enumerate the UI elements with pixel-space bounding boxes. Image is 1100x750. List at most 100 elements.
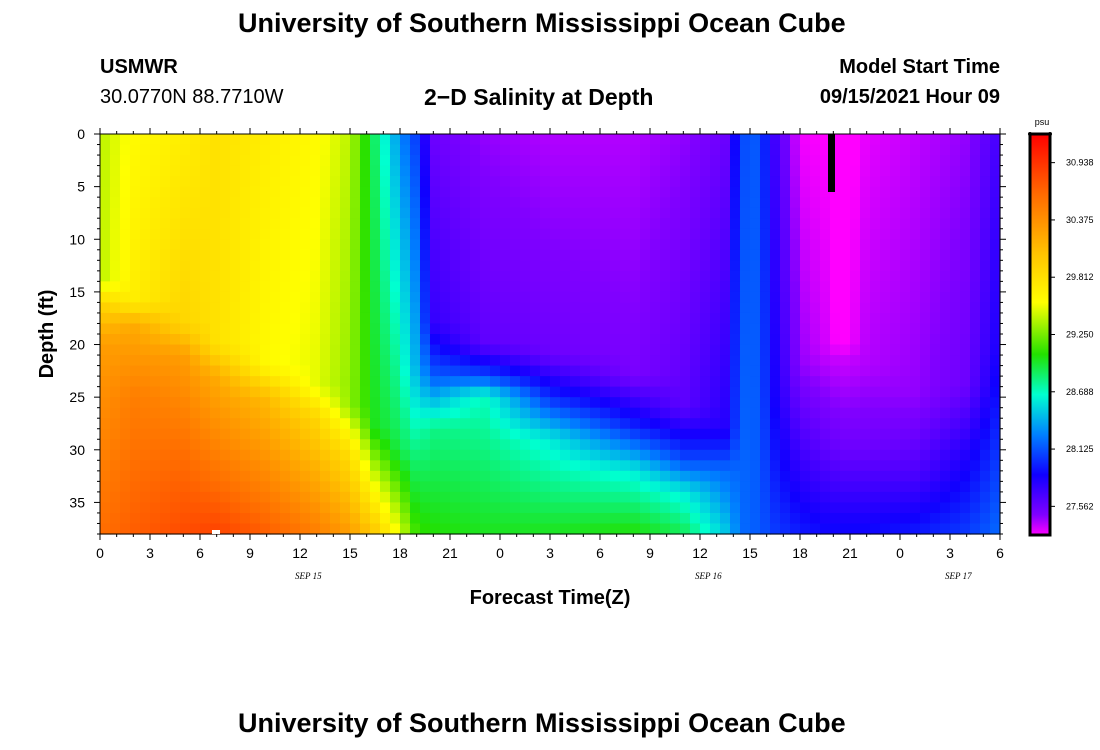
heat-cell: [860, 218, 871, 230]
heat-cell: [560, 134, 571, 146]
heat-cell: [730, 334, 741, 346]
heat-cell: [990, 428, 1001, 440]
heat-cell: [320, 270, 331, 282]
y-tick-label: 0: [77, 126, 85, 142]
heat-cell: [650, 312, 661, 325]
heat-cell: [510, 512, 521, 525]
heat-cell: [950, 439, 961, 451]
heat-cell: [990, 502, 1001, 514]
heat-cell: [330, 134, 341, 146]
heat-cell: [500, 165, 511, 177]
heat-cell: [220, 481, 231, 493]
heat-cell: [180, 323, 191, 335]
heat-cell: [260, 218, 271, 230]
heat-cell: [320, 176, 331, 188]
heat-cell: [440, 523, 451, 535]
heat-cell: [150, 481, 161, 493]
heat-cell: [220, 397, 231, 409]
heat-cell: [930, 407, 941, 419]
heat-cell: [120, 312, 131, 325]
heat-cell: [480, 270, 491, 282]
heat-cell: [690, 144, 701, 156]
heat-cell: [830, 386, 841, 398]
heat-cell: [380, 302, 391, 314]
heat-cell: [300, 270, 311, 282]
heat-cell: [550, 428, 561, 440]
heat-cell: [860, 449, 871, 461]
heat-cell: [910, 144, 921, 156]
heat-cell: [400, 197, 411, 209]
heat-cell: [420, 144, 431, 156]
heat-cell: [320, 460, 331, 472]
heat-cell: [630, 260, 641, 272]
heat-cell: [800, 197, 811, 209]
heat-cell: [230, 407, 241, 419]
heat-cell: [470, 512, 481, 525]
heat-cell: [860, 334, 871, 346]
heat-cell: [840, 249, 851, 261]
heat-cell: [840, 218, 851, 230]
heat-cell: [550, 344, 561, 356]
heat-cell: [440, 270, 451, 282]
heat-cell: [670, 512, 681, 525]
heat-cell: [510, 176, 521, 188]
heat-cell: [780, 502, 791, 514]
heat-cell: [390, 523, 401, 535]
heat-cell: [800, 407, 811, 419]
heat-cell: [150, 155, 161, 167]
heat-cell: [500, 334, 511, 346]
heat-cell: [760, 176, 771, 188]
heat-cell: [430, 207, 441, 219]
heat-cell: [970, 270, 981, 282]
heat-cell: [960, 334, 971, 346]
heat-cell: [910, 134, 921, 146]
heat-cell: [200, 302, 211, 314]
heat-cell: [360, 249, 371, 261]
heat-cell: [370, 512, 381, 525]
heat-cell: [860, 176, 871, 188]
heat-cell: [390, 386, 401, 398]
heat-cell: [950, 334, 961, 346]
heat-cell: [620, 134, 631, 146]
heat-cell: [290, 176, 301, 188]
heat-cell: [820, 281, 831, 293]
heat-cell: [280, 365, 291, 377]
heat-cell: [950, 239, 961, 251]
heat-cell: [280, 186, 291, 198]
heat-cell: [450, 376, 461, 388]
heat-cell: [520, 334, 531, 346]
heat-cell: [130, 355, 141, 367]
heat-cell: [560, 397, 571, 409]
heat-cell: [650, 155, 661, 167]
heat-cell: [990, 155, 1001, 167]
heat-cell: [500, 176, 511, 188]
heat-cell: [690, 186, 701, 198]
heat-cell: [960, 281, 971, 293]
heat-cell: [110, 334, 121, 346]
heat-cell: [580, 207, 591, 219]
heat-cell: [220, 407, 231, 419]
heat-cell: [450, 418, 461, 430]
heat-cell: [990, 491, 1001, 504]
heat-cell: [620, 376, 631, 388]
heat-cell: [400, 491, 411, 504]
heat-cell: [910, 355, 921, 367]
heat-cell: [860, 386, 871, 398]
heat-cell: [960, 197, 971, 209]
heat-cell: [770, 470, 781, 482]
heat-cell: [130, 323, 141, 335]
heat-cell: [570, 449, 581, 461]
heat-cell: [230, 344, 241, 356]
heat-cell: [430, 355, 441, 367]
heat-cell: [330, 239, 341, 251]
heat-cell: [140, 281, 151, 293]
heat-cell: [280, 512, 291, 525]
heat-cell: [210, 502, 221, 514]
heat-cell: [240, 239, 251, 251]
heat-cell: [370, 228, 381, 240]
heat-cell: [600, 334, 611, 346]
heat-cell: [660, 418, 671, 430]
heat-cell: [720, 512, 731, 525]
heat-cell: [680, 270, 691, 282]
heat-cell: [190, 165, 201, 177]
